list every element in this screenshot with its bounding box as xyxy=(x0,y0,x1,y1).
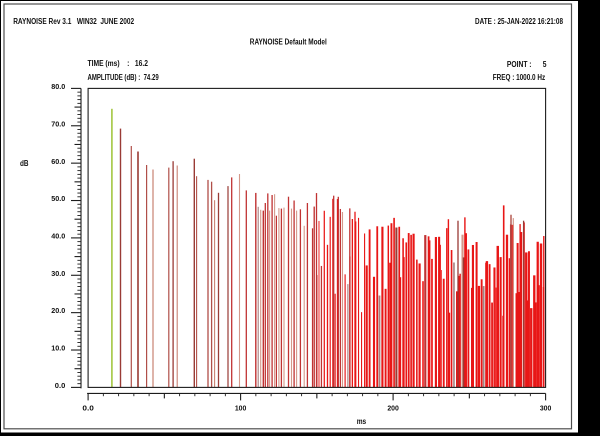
svg-text:AMPLITUDE (dB) : 74.29: AMPLITUDE (dB) : 74.29 xyxy=(88,73,160,82)
svg-text:300: 300 xyxy=(540,404,552,413)
svg-text:DATE : 25-JAN-2022 16:21:08: DATE : 25-JAN-2022 16:21:08 xyxy=(475,17,563,26)
svg-text:50.0: 50.0 xyxy=(51,194,65,203)
svg-text:dB: dB xyxy=(20,159,29,168)
svg-text:RAYNOISE Rev 3.1 WIN32 JUNE: RAYNOISE Rev 3.1 WIN32 JUNE 2002 xyxy=(13,17,134,26)
svg-text:40.0: 40.0 xyxy=(51,232,65,241)
svg-text:0.0: 0.0 xyxy=(55,381,66,390)
svg-text:100: 100 xyxy=(235,404,247,413)
svg-text:0.0: 0.0 xyxy=(82,404,94,413)
svg-text:200: 200 xyxy=(387,404,399,413)
svg-text:60.0: 60.0 xyxy=(51,157,65,166)
svg-text:POINT : 5: POINT : 5 xyxy=(507,60,547,69)
svg-text:20.0: 20.0 xyxy=(51,306,65,315)
svg-text:TIME (ms) : 16.2: TIME (ms) : 16.2 xyxy=(88,59,149,68)
svg-text:70.0: 70.0 xyxy=(51,119,65,128)
svg-text:RAYNOISE Default Model: RAYNOISE Default Model xyxy=(250,38,327,47)
svg-text:80.0: 80.0 xyxy=(51,82,65,91)
svg-text:10.0: 10.0 xyxy=(51,344,65,353)
svg-text:ms: ms xyxy=(357,417,367,426)
svg-text:FREQ : 1000.0 Hz: FREQ : 1000.0 Hz xyxy=(493,73,546,82)
svg-text:30.0: 30.0 xyxy=(51,269,65,278)
